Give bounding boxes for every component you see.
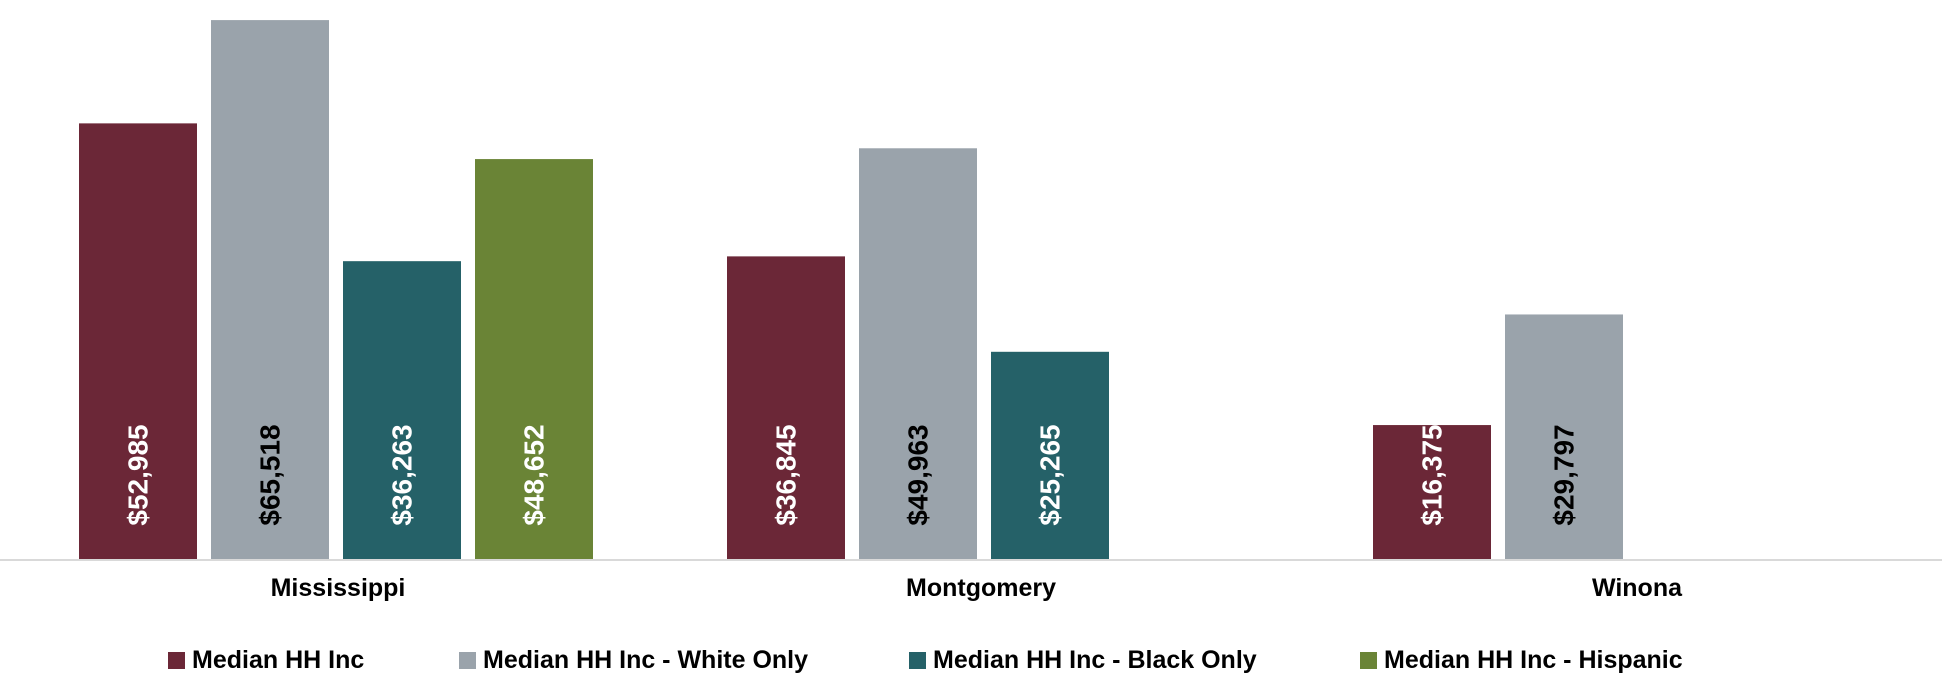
legend-swatch	[459, 652, 476, 669]
bar-mississippi-series-2	[211, 20, 329, 560]
legend-label: Median HH Inc	[192, 646, 364, 674]
data-label-mississippi-series-2: $65,518	[255, 424, 286, 525]
legend-label: Median HH Inc - White Only	[483, 646, 808, 674]
bar-montgomery-series-2	[859, 148, 977, 560]
legend-label: Median HH Inc - Black Only	[933, 646, 1257, 674]
bar-winona-series-1	[1373, 425, 1491, 560]
legend-swatch	[1360, 652, 1377, 669]
legend-label: Median HH Inc - Hispanic	[1384, 646, 1683, 674]
data-label-mississippi-series-4: $48,652	[519, 424, 550, 525]
bars-layer: $52,985 $65,518 $36,263 $48,652 $36,845 $49,9…	[79, 20, 1623, 561]
data-label-winona-series-2: $29,797	[1549, 424, 1580, 525]
legend: Median HH Inc Median HH Inc - White Only M…	[168, 646, 1683, 674]
data-label-montgomery-series-1: $36,845	[771, 424, 802, 525]
bar-mississippi-series-3	[343, 261, 461, 560]
bar-montgomery-series-3	[991, 351, 1109, 560]
legend-item-series-4: Median HH Inc - Hispanic	[1360, 646, 1683, 674]
legend-item-series-1: Median HH Inc	[168, 646, 364, 674]
legend-swatch	[909, 652, 926, 669]
legend-item-series-2: Median HH Inc - White Only	[459, 646, 808, 674]
data-label-montgomery-series-3: $25,265	[1035, 424, 1066, 525]
category-label-winona: Winona	[1592, 574, 1683, 602]
legend-item-series-3: Median HH Inc - Black Only	[909, 646, 1257, 674]
bar-winona-series-2	[1505, 314, 1623, 560]
category-labels: Mississippi Montgomery Winona	[271, 574, 1683, 602]
category-label-montgomery: Montgomery	[906, 574, 1056, 602]
data-label-montgomery-series-2: $49,963	[903, 424, 934, 525]
bar-montgomery-series-1	[727, 256, 845, 560]
category-label-mississippi: Mississippi	[271, 574, 406, 602]
data-label-winona-series-1: $16,375	[1417, 424, 1448, 525]
data-label-mississippi-series-3: $36,263	[387, 424, 418, 525]
legend-swatch	[168, 652, 185, 669]
bar-mississippi-series-1	[79, 123, 197, 560]
data-label-mississippi-series-1: $52,985	[123, 424, 154, 525]
bar-mississippi-series-4	[475, 159, 593, 561]
